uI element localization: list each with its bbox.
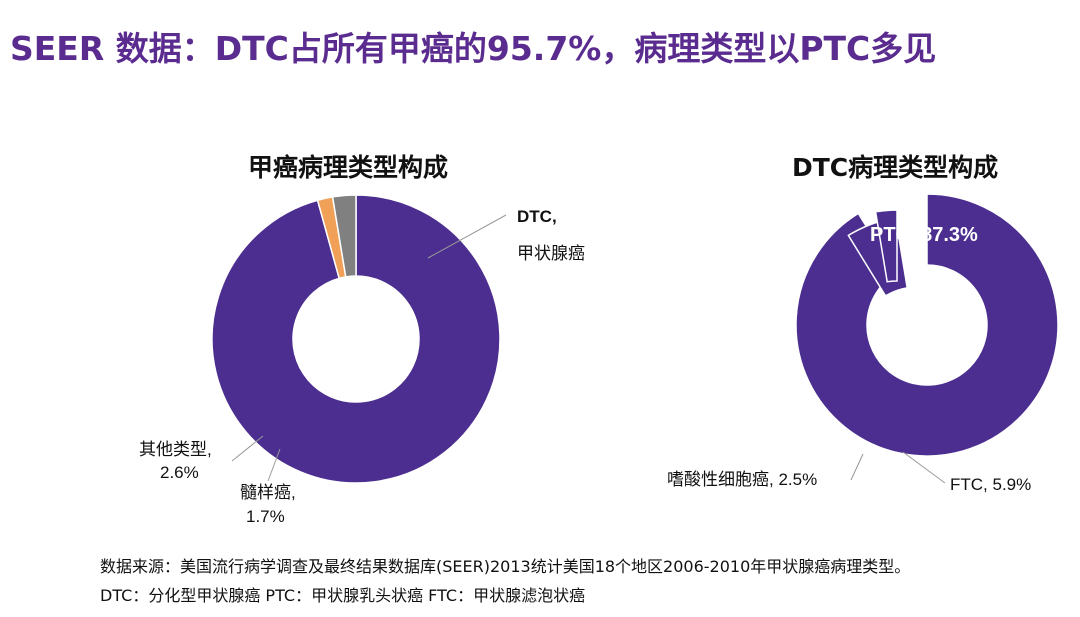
chart1-label-other-line1: 其他类型,: [139, 440, 212, 459]
page-title: SEER 数据：DTC占所有甲癌的95.7%，病理类型以PTC多见: [10, 29, 937, 68]
footnote-source: 数据来源：美国流行病学调查及最终结果数据库(SEER)2013统计美国18个地区…: [100, 557, 911, 576]
chart1-leader-other: [231, 435, 264, 462]
chart1-label-medullary-line1: 髓样癌,: [240, 483, 296, 502]
chart1-label-other-line2: 2.6%: [160, 463, 199, 482]
chart1: DTC, 甲状腺癌 其他类型, 2.6% 髓样癌, 1.7%: [139, 194, 585, 526]
chart2-label-ftc: FTC, 5.9%: [950, 475, 1031, 494]
chart1-label-dtc-line1: DTC,: [517, 207, 557, 226]
chart2: PTC, 87.3% FTC, 5.9% 嗜酸性细胞癌, 2.5%: [667, 193, 1059, 494]
chart2-slice-oxyphilic: [874, 209, 898, 283]
chart2-slice-ptc: [795, 193, 1059, 457]
chart1-title: 甲癌病理类型构成: [248, 153, 449, 182]
chart2-leader-ftc: [902, 451, 946, 484]
chart1-slice-dtc: [211, 194, 501, 484]
chart2-label-ptc: PTC, 87.3%: [870, 224, 978, 246]
chart1-leader-medullary: [267, 448, 281, 482]
footnote-abbreviations: DTC：分化型甲状腺癌 PTC：甲状腺乳头状癌 FTC：甲状腺滤泡状癌: [100, 586, 586, 605]
chart1-leader-dtc: [427, 214, 507, 259]
chart2-leader-oxyphilic: [850, 453, 864, 481]
chart2-title: DTC病理类型构成: [792, 153, 999, 182]
chart2-label-oxyphilic: 嗜酸性细胞癌, 2.5%: [667, 470, 817, 489]
chart1-label-dtc-line2: 甲状腺癌: [517, 244, 585, 263]
chart1-slice-other: [331, 194, 357, 278]
chart1-label-medullary-line2: 1.7%: [246, 507, 285, 526]
